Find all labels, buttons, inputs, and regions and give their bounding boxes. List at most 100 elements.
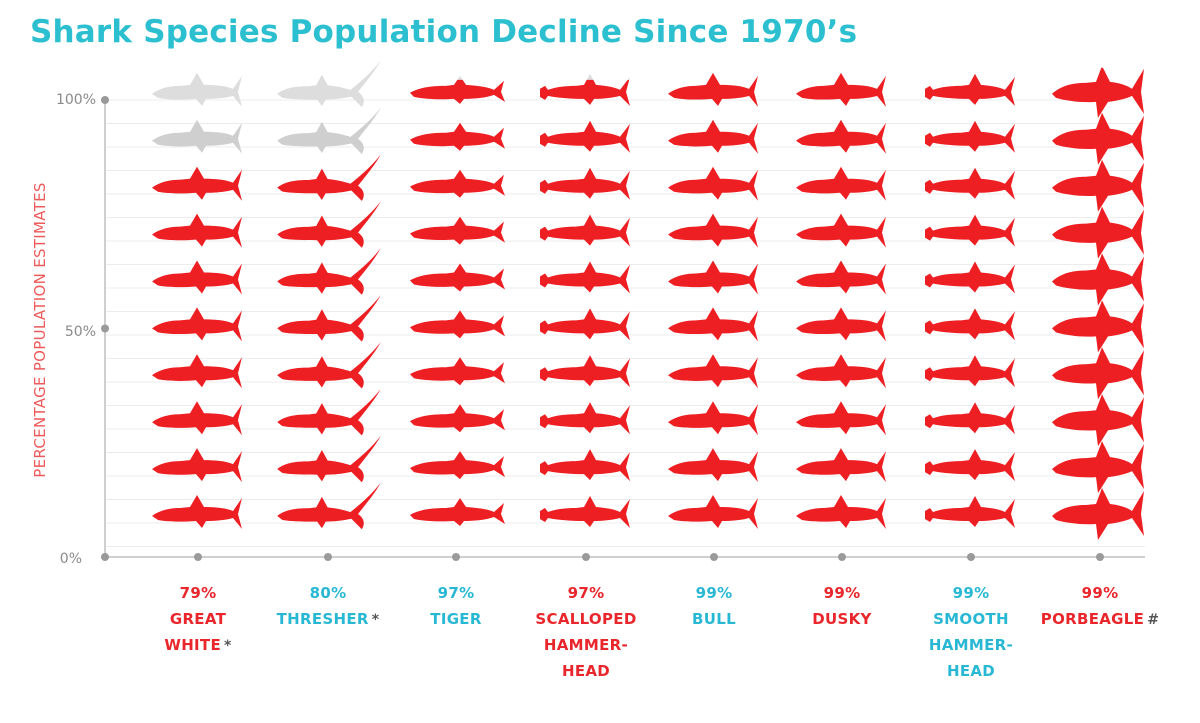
shark-icon-col1-row1	[152, 495, 242, 529]
shark-icon-col2-row9	[277, 107, 381, 154]
species-name-line: PORBEAGLE #	[1040, 610, 1160, 628]
shark-icon-col5-row3	[668, 401, 758, 436]
shark-icon-col5-row9	[668, 119, 758, 154]
species-percent: 97%	[437, 584, 475, 602]
shark-icon-col3-row9	[410, 122, 505, 151]
shark-icon-col6-row1	[796, 495, 886, 529]
shark-icon-col7-row8	[925, 167, 1015, 200]
shark-icon-col6-row5	[796, 307, 886, 342]
species-label-3: 97% TIGER	[386, 580, 526, 632]
shark-icon-col3-row4	[410, 357, 505, 386]
species-name-line: WHITE *	[164, 636, 232, 654]
species-label-7: 99% SMOOTH HAMMER- HEAD	[901, 580, 1041, 684]
shark-icon-col6-row4	[796, 354, 886, 389]
shark-icon-col8-row2	[1052, 441, 1144, 494]
shark-icon-col2-row10	[277, 60, 381, 108]
shark-icon-col6-row2	[796, 448, 886, 483]
y-tick-label-50: 50%	[64, 324, 96, 340]
shark-icon-col1-row3	[152, 401, 242, 436]
shark-icon-col8-row4	[1052, 347, 1144, 400]
shark-icon-col6-row3	[796, 401, 886, 436]
species-name-line: DUSKY	[812, 610, 872, 628]
species-name-line: SCALLOPED	[535, 610, 637, 628]
shark-icon-col8-row3	[1052, 394, 1144, 447]
species-name-line: HEAD	[561, 662, 611, 680]
shark-icon-col7-row4	[925, 355, 1015, 388]
shark-icon-col6-row8	[796, 166, 886, 201]
shark-icon-col3-row5	[410, 310, 505, 339]
shark-icon-col4-row6	[540, 261, 630, 294]
species-percent: 79%	[179, 584, 217, 602]
shark-icon-col3-row10	[410, 75, 505, 104]
species-footnote-mark: *	[224, 638, 232, 654]
species-name-line: SMOOTH	[933, 610, 1009, 628]
shark-icon-col8-row6	[1052, 253, 1144, 306]
species-name-line: HAMMER-	[928, 636, 1014, 654]
species-percent: 80%	[309, 584, 347, 602]
shark-icon-col3-row3	[410, 404, 505, 433]
shark-icon-col1-row8	[152, 166, 242, 201]
shark-icon-col5-row7	[668, 213, 758, 248]
shark-icon-col8-row7	[1052, 206, 1144, 259]
y-tick-dot	[101, 96, 109, 104]
shark-icon-col4-row1	[540, 496, 630, 528]
shark-icon-col5-row10	[668, 72, 758, 107]
shark-icon-col4-row10	[540, 73, 630, 106]
shark-icon-col2-row8	[277, 154, 381, 201]
shark-icon-col5-row6	[668, 260, 758, 295]
shark-icon-col2-row3	[277, 388, 381, 436]
shark-icon-col1-row5	[152, 307, 242, 342]
shark-icon-col4-row9	[540, 120, 630, 153]
shark-icon-col5-row2	[668, 448, 758, 483]
x-tick-dot	[194, 553, 202, 561]
shark-icon-col1-row9	[152, 119, 242, 154]
species-label-2: 80% THRESHER *	[258, 580, 398, 633]
species-name-line: BULL	[692, 610, 736, 628]
species-percent: 99%	[823, 584, 861, 602]
shark-icon-col3-row7	[410, 216, 505, 245]
shark-icon-col7-row2	[925, 449, 1015, 482]
y-tick-dot	[101, 553, 109, 561]
shark-icon-col8-row8	[1052, 159, 1144, 212]
shark-icon-col2-row4	[277, 341, 381, 389]
species-percent: 97%	[567, 584, 605, 602]
x-tick-dot	[838, 553, 846, 561]
x-tick-dot	[1096, 553, 1104, 561]
shark-icon-col4-row5	[540, 308, 630, 341]
shark-icon-col7-row1	[925, 496, 1015, 528]
y-tick-label-0: 0%	[59, 551, 82, 567]
species-name-line: THRESHER *	[276, 610, 380, 628]
shark-icon-col3-row2	[410, 451, 505, 480]
x-tick-dot	[324, 553, 332, 561]
shark-icon-col2-row7	[277, 201, 381, 248]
species-label-1: 79% GREAT WHITE *	[128, 580, 268, 659]
species-name-line: HEAD	[946, 662, 996, 680]
shark-icon-col1-row2	[152, 448, 242, 483]
chart-title: Shark Species Population Decline Since 1…	[30, 14, 858, 50]
shark-icon-col3-row1	[410, 498, 505, 526]
shark-icon-col7-row9	[925, 120, 1015, 153]
shark-icon-col8-row9	[1052, 112, 1144, 165]
shark-icon-col4-row3	[540, 402, 630, 435]
shark-icon-col7-row10	[925, 73, 1015, 106]
species-footnote-mark: #	[1147, 612, 1160, 628]
species-name-line: GREAT	[169, 610, 227, 628]
shark-icon-col4-row8	[540, 167, 630, 200]
shark-icon-col1-row10	[152, 72, 242, 107]
shark-icon-col7-row3	[925, 402, 1015, 435]
species-footnote-mark: *	[371, 612, 380, 628]
shark-icon-col7-row5	[925, 308, 1015, 341]
shark-icon-col2-row6	[277, 248, 381, 295]
shark-icon-col7-row6	[925, 261, 1015, 294]
shark-icon-col1-row7	[152, 213, 242, 248]
shark-icon-col2-row2	[277, 435, 381, 483]
shark-icon-col5-row1	[668, 495, 758, 529]
shark-icon-col8-row5	[1052, 300, 1144, 353]
x-tick-dot	[967, 553, 975, 561]
x-tick-dot	[582, 553, 590, 561]
species-label-8: 99% PORBEAGLE #	[1030, 580, 1170, 633]
shark-icon-col8-row10	[1052, 65, 1144, 118]
shark-icon-col1-row6	[152, 260, 242, 295]
shark-icon-col5-row5	[668, 307, 758, 342]
species-percent: 99%	[695, 584, 733, 602]
